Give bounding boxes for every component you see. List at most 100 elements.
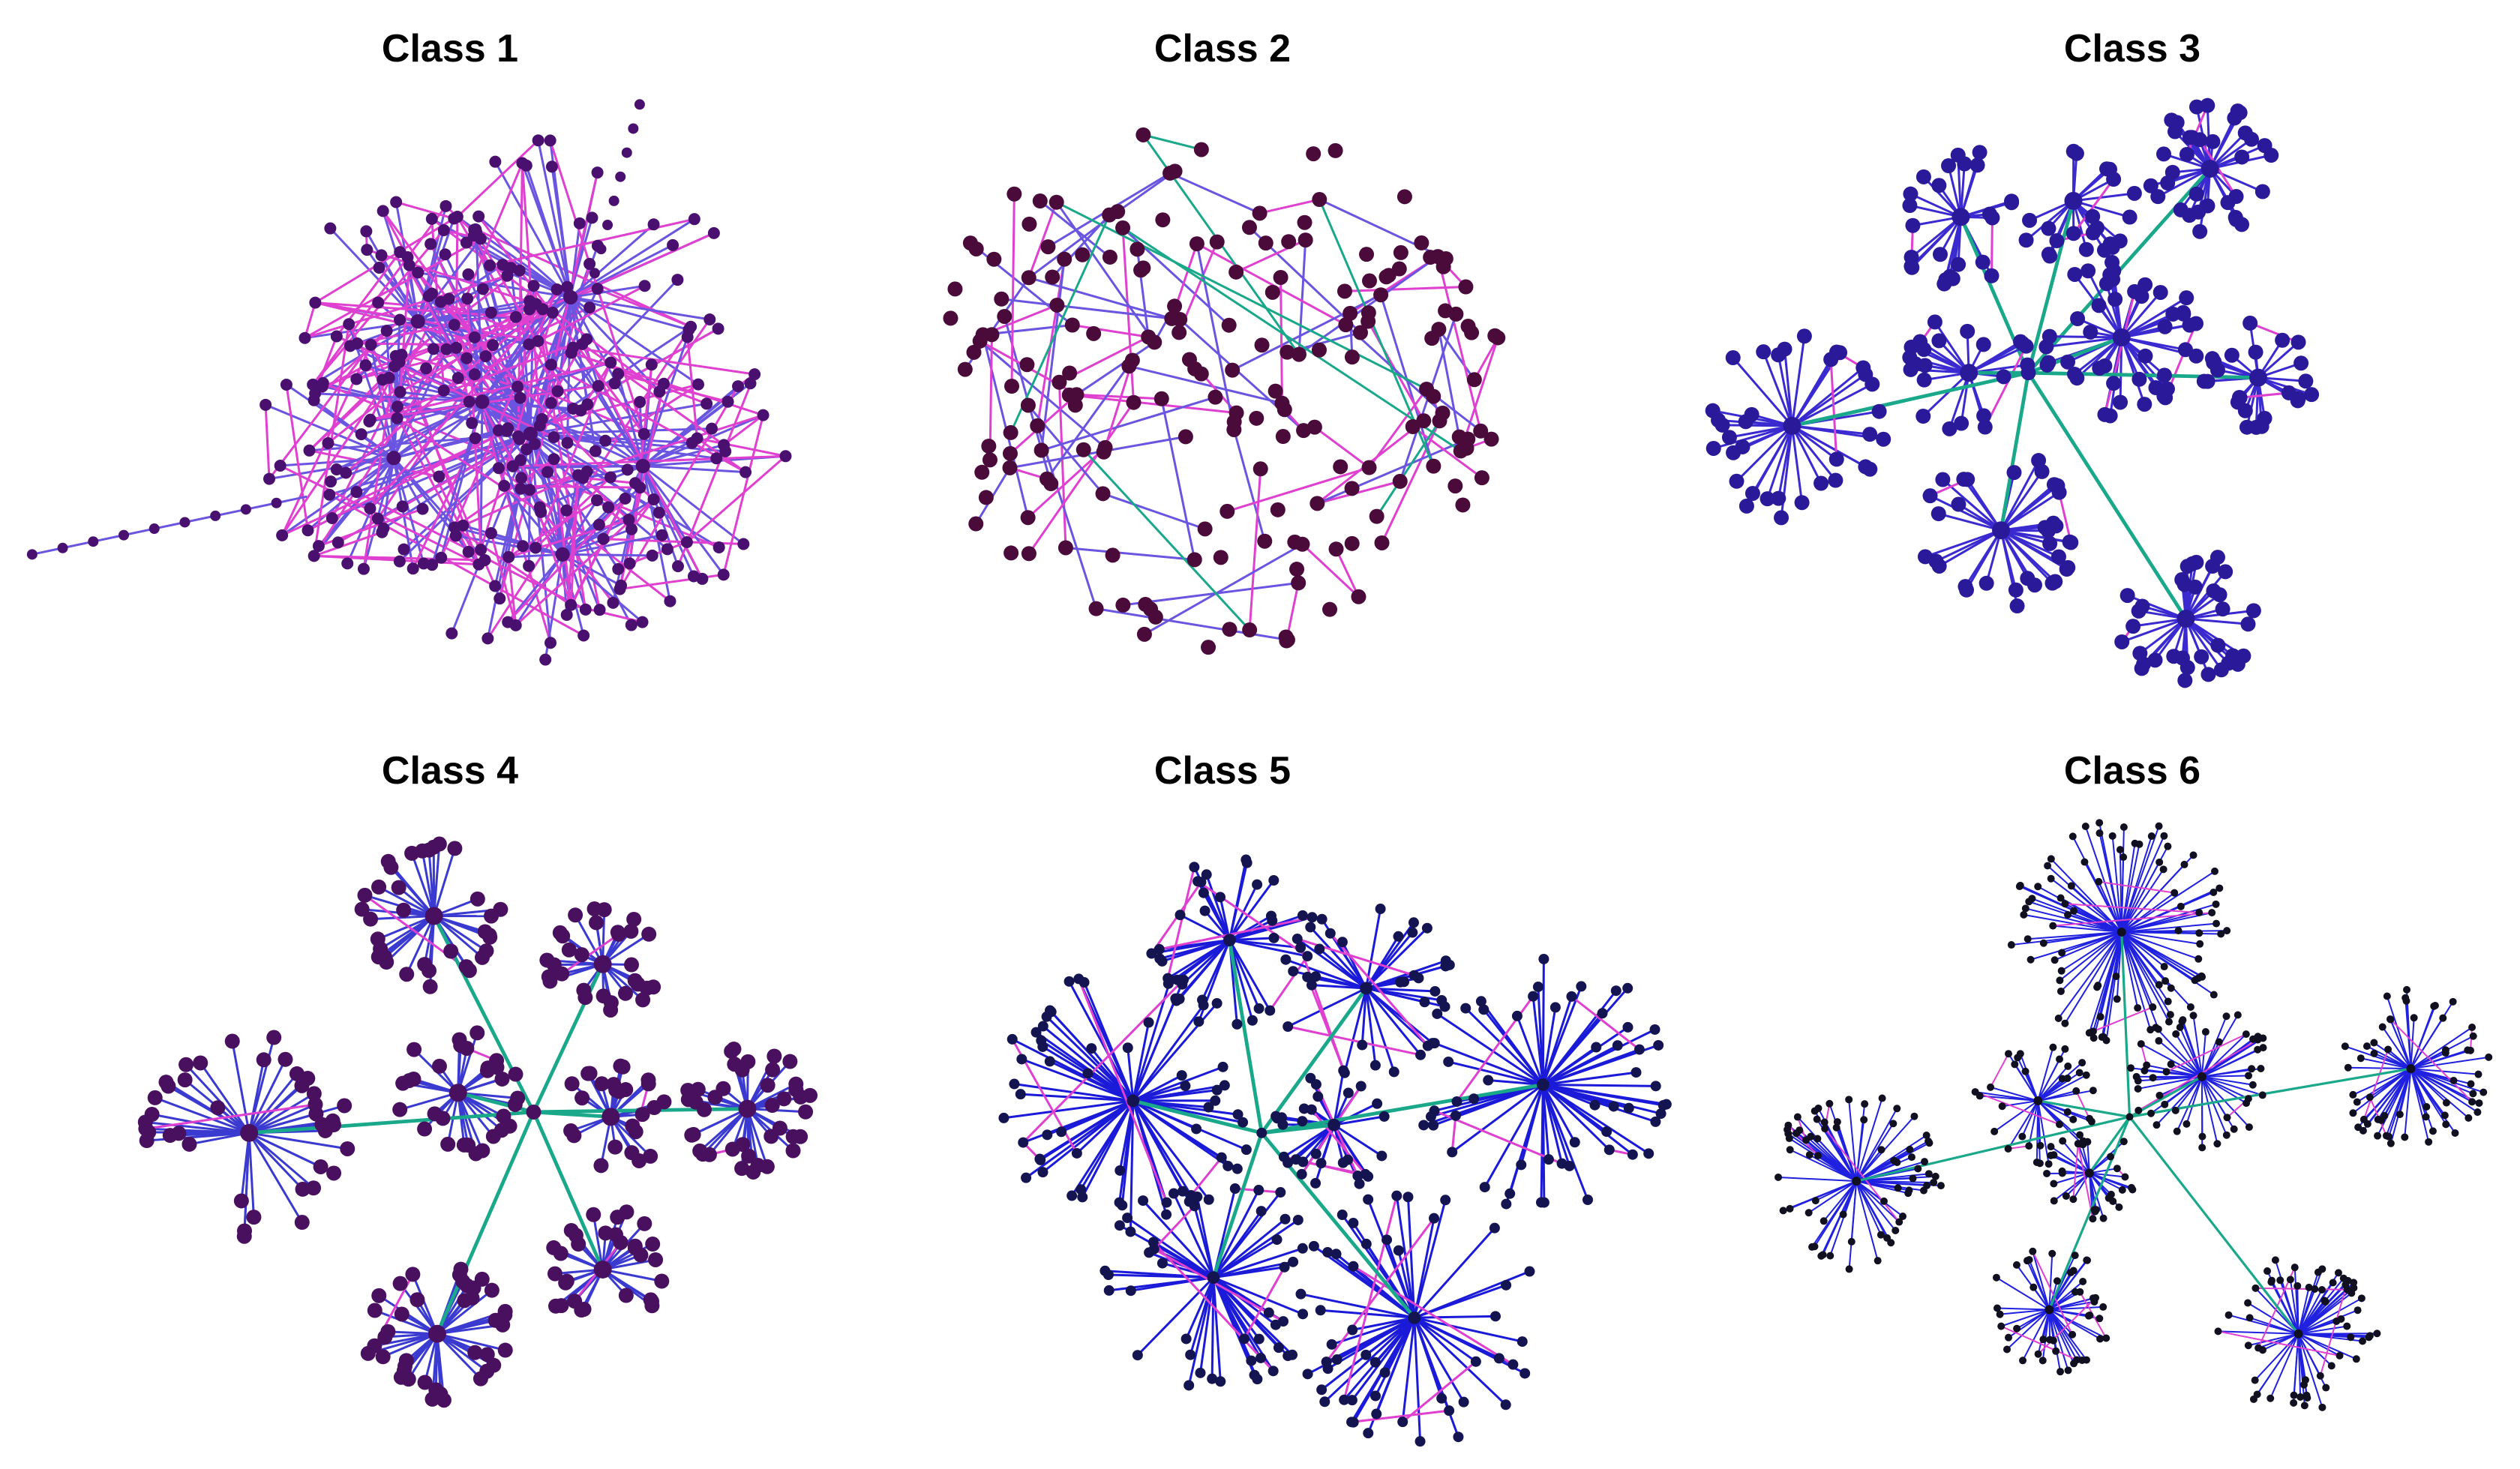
node [2004, 1050, 2012, 1058]
node [1821, 1125, 1829, 1133]
node [2023, 1257, 2031, 1265]
edge [1542, 1084, 1608, 1133]
node [2068, 145, 2084, 161]
edge [1132, 1100, 1184, 1192]
node [530, 541, 542, 554]
node [461, 292, 474, 305]
edge [1219, 897, 1231, 940]
node [1582, 1195, 1593, 1206]
node [1075, 247, 1090, 262]
node [1601, 1126, 1612, 1138]
edge [399, 1091, 459, 1111]
node [1360, 1168, 1371, 1180]
edge [2049, 1306, 2104, 1311]
node [2228, 189, 2244, 205]
edge [507, 556, 518, 626]
node [1326, 1339, 1337, 1350]
node [604, 356, 617, 369]
edge [411, 1273, 439, 1335]
edge [552, 459, 572, 605]
node [1622, 982, 1634, 994]
edge [630, 499, 655, 530]
node [1784, 1126, 1792, 1134]
edge [2410, 1068, 2479, 1075]
node [2102, 161, 2118, 177]
node [2164, 1018, 2173, 1026]
node [177, 1072, 193, 1088]
node [1198, 1000, 1209, 1011]
edge [562, 553, 652, 557]
edge [2297, 1333, 2324, 1408]
edge [248, 1060, 266, 1134]
edge [2201, 1075, 2249, 1100]
node [1653, 1039, 1664, 1051]
edge [2121, 922, 2217, 933]
node [1832, 345, 1848, 361]
node [1302, 951, 1313, 962]
edge [1365, 908, 1382, 989]
node [2025, 1142, 2033, 1150]
node [1281, 234, 1297, 250]
node [2090, 220, 2105, 235]
edge [2065, 903, 2200, 914]
node [118, 529, 130, 541]
edge [1543, 1071, 1636, 1087]
edge [1035, 1031, 1134, 1102]
node [622, 514, 635, 526]
node [476, 283, 489, 295]
node [1393, 1245, 1404, 1256]
edge [1324, 1317, 1415, 1403]
node [640, 1076, 656, 1092]
node [1305, 922, 1316, 933]
node [308, 1096, 323, 1112]
node [376, 205, 389, 217]
node [494, 1071, 510, 1087]
node [2350, 1279, 2358, 1287]
node [1193, 142, 1209, 157]
edge [2120, 868, 2164, 933]
node [295, 1181, 310, 1197]
node [1048, 194, 1064, 210]
node [2354, 1123, 2362, 1132]
node [396, 500, 409, 513]
edge [2157, 167, 2211, 198]
edge [1542, 1084, 1596, 1107]
node [2041, 355, 2056, 370]
edge [2297, 1333, 2302, 1398]
node [2442, 1120, 2450, 1129]
node [2134, 1106, 2143, 1114]
edge [1791, 383, 1873, 427]
edge [2120, 931, 2154, 1008]
edge [686, 455, 787, 544]
node [1229, 1183, 1240, 1195]
node [1408, 970, 1420, 981]
node [602, 220, 614, 231]
node [1996, 369, 2012, 385]
node [457, 1293, 472, 1309]
edge [490, 532, 518, 626]
node [326, 1117, 341, 1133]
node [515, 472, 528, 484]
edge [1541, 996, 1573, 1085]
edge [1856, 1180, 1888, 1239]
node [1429, 1105, 1440, 1117]
node [424, 907, 443, 925]
node [2061, 900, 2069, 908]
node [1263, 1307, 1274, 1318]
node [2008, 582, 2024, 598]
edge [1778, 1176, 1857, 1183]
edge [1259, 198, 1320, 214]
node [1034, 442, 1049, 458]
node [2166, 1011, 2174, 1019]
edge [368, 337, 587, 423]
edge [1996, 1276, 2050, 1311]
node [2120, 588, 2135, 604]
node [1936, 1182, 1945, 1190]
node [2213, 662, 2229, 678]
node [2069, 1115, 2078, 1123]
edge [562, 553, 644, 623]
node [425, 212, 438, 225]
node [440, 343, 453, 355]
edge [629, 541, 688, 565]
node [1610, 985, 1622, 997]
